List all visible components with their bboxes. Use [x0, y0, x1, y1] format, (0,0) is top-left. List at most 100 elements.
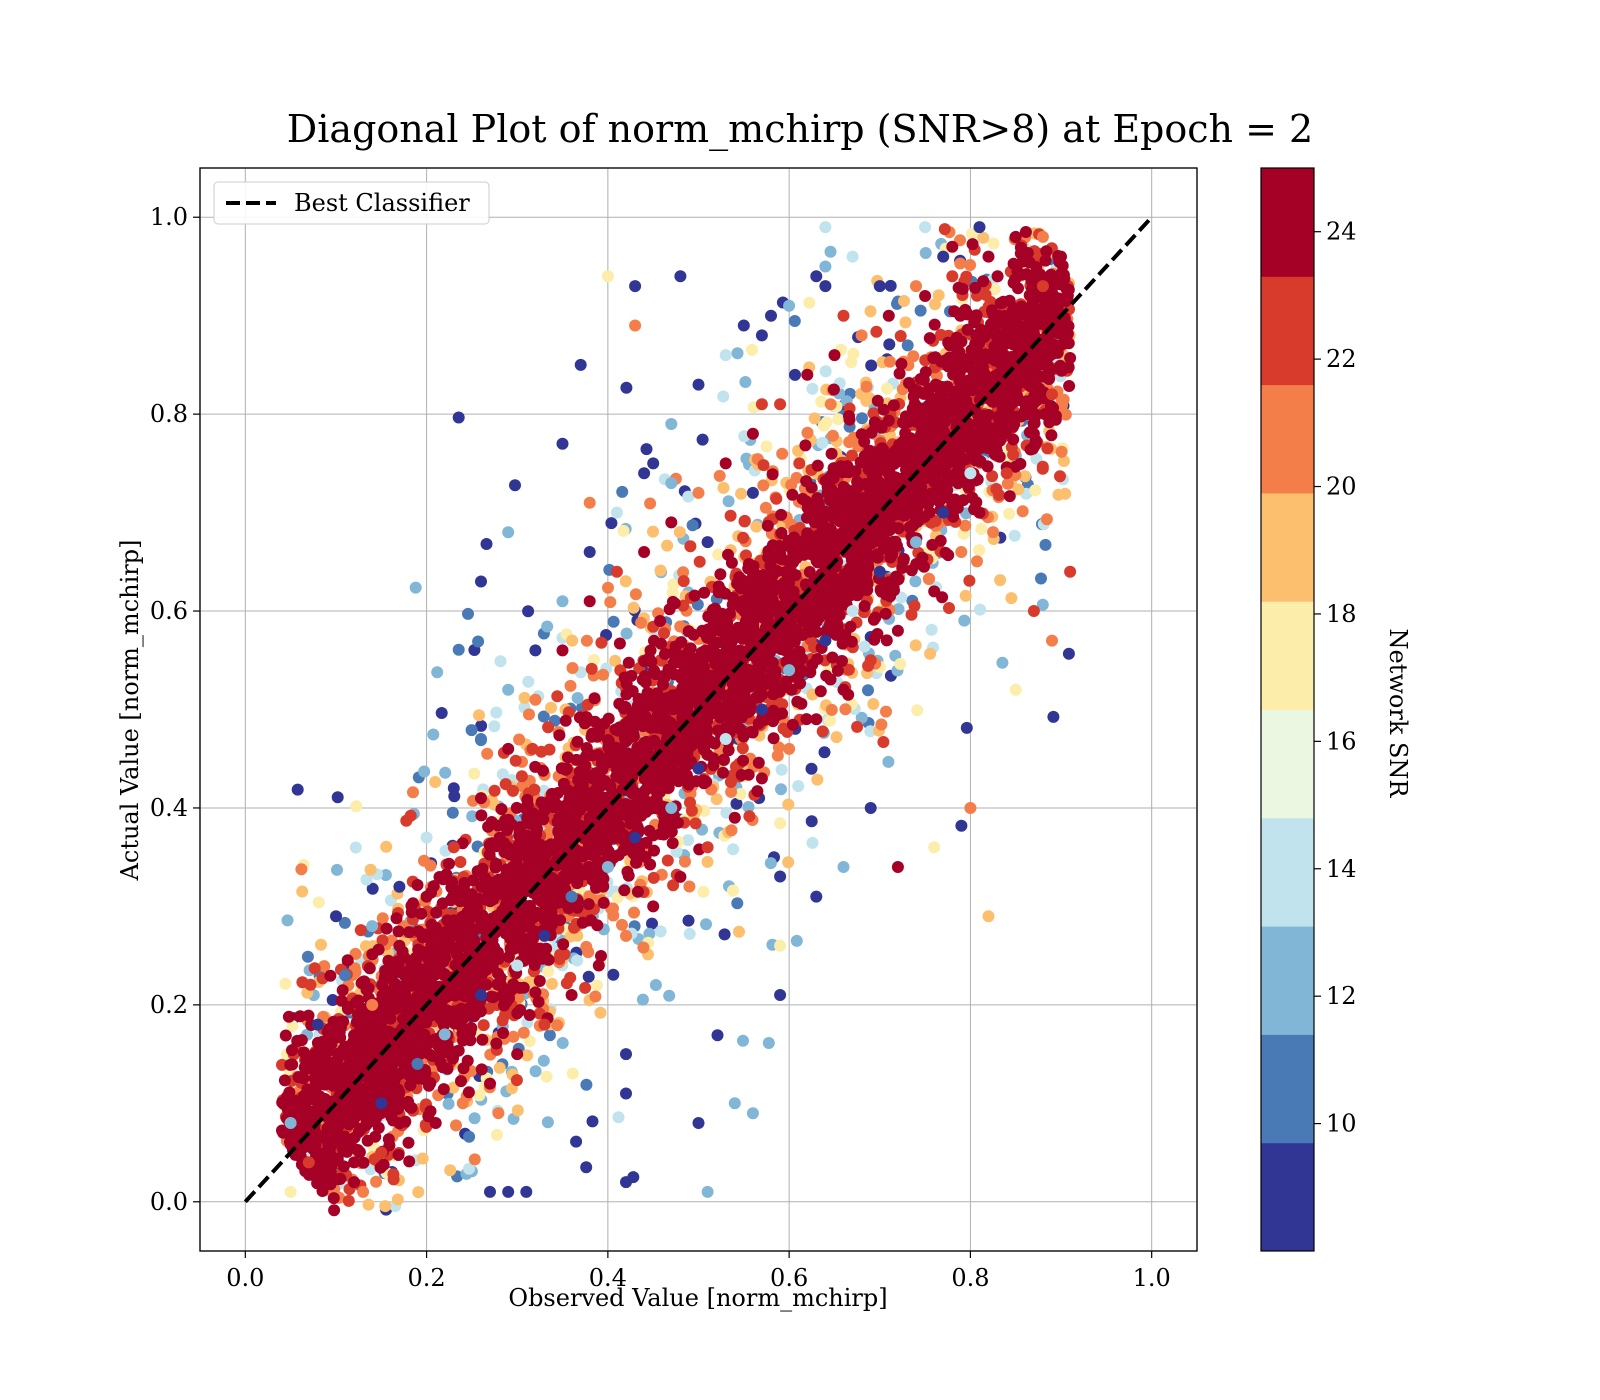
scatter-point — [682, 914, 695, 927]
scatter-point — [490, 706, 503, 719]
scatter-point — [871, 394, 884, 407]
scatter-point — [420, 1120, 433, 1133]
scatter-point — [686, 519, 699, 532]
scatter-point — [661, 539, 674, 552]
scatter-point — [443, 857, 455, 870]
scatter-point — [712, 548, 725, 561]
scatter-point — [824, 714, 836, 727]
scatter-point — [925, 623, 938, 636]
scatter-point — [929, 298, 941, 311]
scatter-point — [380, 840, 393, 853]
scatter-point — [350, 800, 363, 813]
scatter-point — [454, 856, 467, 868]
scatter-point — [463, 1162, 475, 1175]
scatter-point — [543, 1029, 556, 1042]
scatter-point — [731, 897, 744, 910]
scatter-point — [496, 768, 509, 781]
scatter-point — [963, 574, 976, 587]
scatter-point — [899, 316, 912, 329]
scatter-point — [499, 1008, 512, 1021]
scatter-point — [864, 305, 877, 318]
scatter-point — [969, 454, 982, 467]
scatter-point — [566, 1067, 579, 1080]
scatter-point — [698, 586, 711, 599]
scatter-point — [570, 1135, 583, 1148]
scatter-point — [693, 555, 706, 568]
scatter-point — [1001, 477, 1014, 490]
scatter-points — [276, 221, 1077, 1217]
scatter-point — [571, 692, 584, 704]
scatter-point — [771, 749, 784, 762]
scatter-point — [657, 678, 669, 691]
scatter-point — [782, 856, 795, 869]
scatter-point — [326, 994, 339, 1006]
scatter-point — [717, 390, 730, 403]
scatter-point — [510, 801, 523, 814]
scatter-point — [1035, 572, 1047, 585]
scatter-point — [616, 918, 628, 931]
scatter-point — [646, 917, 658, 930]
scatter-point — [832, 413, 845, 426]
scatter-point — [856, 552, 868, 565]
scatter-point — [996, 656, 1009, 669]
scatter-point — [629, 588, 642, 601]
scatter-point — [284, 1058, 297, 1071]
scatter-point — [585, 662, 598, 675]
chart-title: Diagonal Plot of norm_mchirp (SNR>8) at … — [287, 107, 1313, 152]
scatter-point — [360, 940, 372, 953]
scatter-point — [439, 766, 452, 779]
scatter-point — [551, 1019, 564, 1032]
scatter-point — [737, 730, 750, 743]
scatter-point — [455, 1075, 467, 1088]
scatter-point — [640, 443, 653, 456]
scatter-point — [909, 575, 922, 588]
scatter-point — [518, 691, 531, 704]
scatter-point — [472, 635, 485, 648]
scatter-point — [1039, 254, 1052, 267]
scatter-point — [528, 783, 541, 796]
scatter-point — [295, 863, 308, 876]
scatter-point — [663, 989, 676, 1002]
scatter-point — [673, 526, 686, 539]
scatter-point — [370, 1175, 383, 1188]
scatter-point — [649, 979, 662, 991]
scatter-point — [738, 514, 751, 527]
scatter-point — [442, 1097, 455, 1110]
scatter-point — [286, 1044, 298, 1057]
scatter-point — [582, 946, 595, 959]
scatter-point — [792, 780, 805, 793]
scatter-point — [867, 698, 880, 710]
scatter-point — [793, 457, 806, 470]
scatter-point — [570, 753, 583, 766]
scatter-point — [803, 566, 816, 578]
scatter-point — [391, 1193, 404, 1206]
scatter-point — [863, 444, 876, 457]
scatter-point — [700, 918, 712, 931]
scatter-point — [943, 602, 955, 614]
scatter-point — [342, 1194, 355, 1207]
scatter-point — [959, 519, 972, 532]
scatter-point — [880, 705, 892, 718]
scatter-point — [938, 223, 951, 236]
scatter-point — [811, 773, 824, 786]
scatter-point — [559, 714, 572, 727]
scatter-point — [481, 747, 494, 760]
scatter-point — [814, 685, 827, 698]
scatter-point — [537, 710, 550, 723]
scatter-point — [553, 953, 566, 965]
scatter-point — [604, 596, 617, 609]
scatter-point — [775, 783, 787, 796]
scatter-point — [977, 231, 990, 244]
scatter-point — [1036, 460, 1049, 473]
scatter-point — [403, 926, 416, 939]
scatter-point — [566, 662, 579, 674]
scatter-point — [713, 469, 726, 482]
scatter-point — [830, 731, 843, 744]
scatter-point — [750, 520, 763, 533]
scatter-point — [589, 990, 602, 1003]
scatter-point — [923, 332, 936, 345]
scatter-point — [826, 429, 839, 442]
scatter-point — [480, 538, 493, 550]
scatter-point — [760, 440, 773, 453]
scatter-point — [881, 382, 893, 395]
